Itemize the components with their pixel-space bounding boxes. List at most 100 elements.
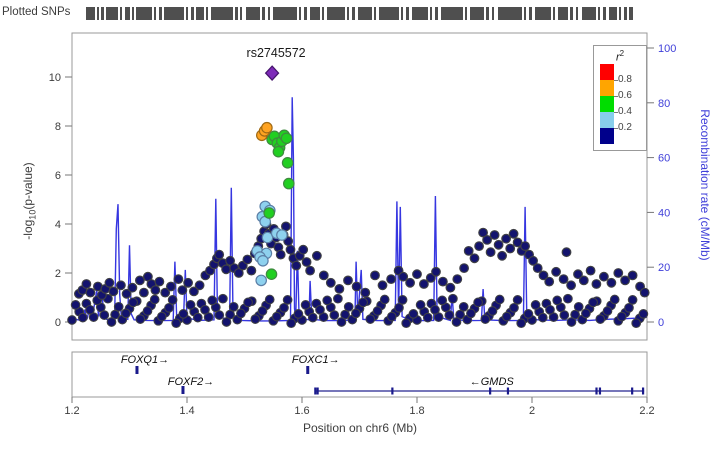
gene-exon-GMDS [631,387,634,395]
snp-rug-mark [347,7,349,20]
snp-rug-mark [106,7,118,20]
snp-rug-mark [406,7,409,20]
snp-rug-mark [268,7,270,20]
snp-point-r2_0.0-0.2 [108,286,119,297]
snp-rug-mark [299,7,301,20]
snp-point [207,295,218,306]
snp-point [221,317,232,327]
snp-rug-mark [435,7,438,20]
snp-point-r2_0.4-0.6 [280,132,293,145]
snp-point-r2_0.0-0.2 [386,274,397,285]
snp-point [70,300,81,310]
snp-point [616,311,627,322]
snp-rug-mark [97,7,99,20]
plotted-snps-label: Plotted SNPs [2,6,71,18]
snp-rug-mark [211,7,233,20]
snp-rug-mark [470,7,484,20]
snp-point [264,294,275,305]
y-left-tick-label: 6 [55,170,61,182]
snp-rug-mark [374,7,376,20]
snp-point [156,311,167,322]
snp-point [401,318,412,329]
snp-rug-mark [322,7,324,20]
gene-exon-GMDS [316,387,319,395]
snp-point-r2_0.0-0.2 [291,260,302,271]
snp-point [286,318,297,329]
snp-point [386,311,397,322]
snp-point [282,295,293,305]
gene-exon-GMDS [391,387,394,395]
snp-point [77,312,88,323]
snp-rug-mark [262,7,265,20]
snp-point [85,304,95,315]
snp-rug-mark [164,7,184,20]
snp-point [415,300,426,310]
snp-point-r2_0.0-0.2 [233,268,244,278]
snp-rug-mark [524,7,526,20]
snp-point-r2_0.0-0.2 [312,250,322,261]
snp-point [430,304,440,315]
snp-point-r2_0.0-0.2 [591,279,602,289]
snp-point-r2_0.0-0.2 [431,266,441,277]
lead-snp-label: rs2745572 [247,46,306,60]
snp-point [397,295,408,305]
snp-rug-mark [191,7,194,20]
snp-rug-mark [304,7,307,20]
snp-rug-mark [582,7,596,20]
snp-point-r2_0.0-0.2 [505,243,516,254]
snp-point-r2_0.2-0.4 [276,229,288,241]
snp-rug-mark [206,7,208,20]
r2-legend: r2 0.8 0.6 0.4 0.2 [593,45,647,151]
snp-point-r2_0.0-0.2 [298,244,309,255]
snp-rug-mark [246,7,260,20]
snp-rug-mark [310,7,320,20]
snp-rug-mark [486,7,489,20]
snp-point [315,304,325,315]
snp-point-r2_0.0-0.2 [138,287,149,298]
snp-point-r2_0.0-0.2 [528,255,538,266]
y-right-tick-label: 60 [658,153,670,165]
snp-point-r2_0.0-0.2 [532,263,543,274]
snp-point-r2_0.0-0.2 [242,254,253,265]
snp-point-r2_0.0-0.2 [305,265,316,276]
snp-point [466,308,476,319]
gene-exon-GMDS [314,387,317,395]
snp-point [128,297,138,308]
snp-point [185,300,196,310]
x-tick-label: 1.2 [64,405,79,417]
snp-point [379,294,390,305]
snp-point-r2_0.0-0.2 [194,280,205,291]
y-axis-title: -log10(p-value) [21,121,39,281]
snp-point-r2_0.0-0.2 [85,287,96,298]
snp-point-r2_0.0-0.2 [377,280,388,291]
snp-point [171,318,182,329]
y-right-tick-label: 80 [658,98,670,110]
snp-rug-mark [379,7,399,20]
legend-tick [614,96,618,97]
snp-point [192,312,203,323]
gene-mark-FOXC1 [306,366,310,374]
legend-tick [614,128,618,129]
snp-point-r2_0.0-0.2 [225,255,236,266]
snp-rug-mark [570,7,573,20]
snp-rug-mark [430,7,432,20]
snp-point [581,308,591,319]
snp-point [537,312,548,323]
snp-rug-mark [101,7,104,20]
snp-rug-mark [619,7,621,20]
snp-point-r2_0.0-0.2 [150,285,161,296]
snp-point-r2_0.0-0.2 [606,277,617,288]
snp-point-r2_0.0-0.2 [127,282,138,293]
snp-point [602,306,613,316]
snp-point [458,301,469,312]
snp-point-r2_0.0-0.2 [173,274,184,285]
snp-rug-mark [125,7,130,20]
snp-point-r2_0.0-0.2 [334,284,345,294]
snp-rug-mark [553,7,555,20]
x-axis-title: Position on chr6 (Mb) [302,421,418,435]
snp-rug-mark [154,7,156,20]
snp-rug-mark [529,7,532,20]
snp-rug-mark [609,7,617,20]
snp-point [494,294,505,305]
